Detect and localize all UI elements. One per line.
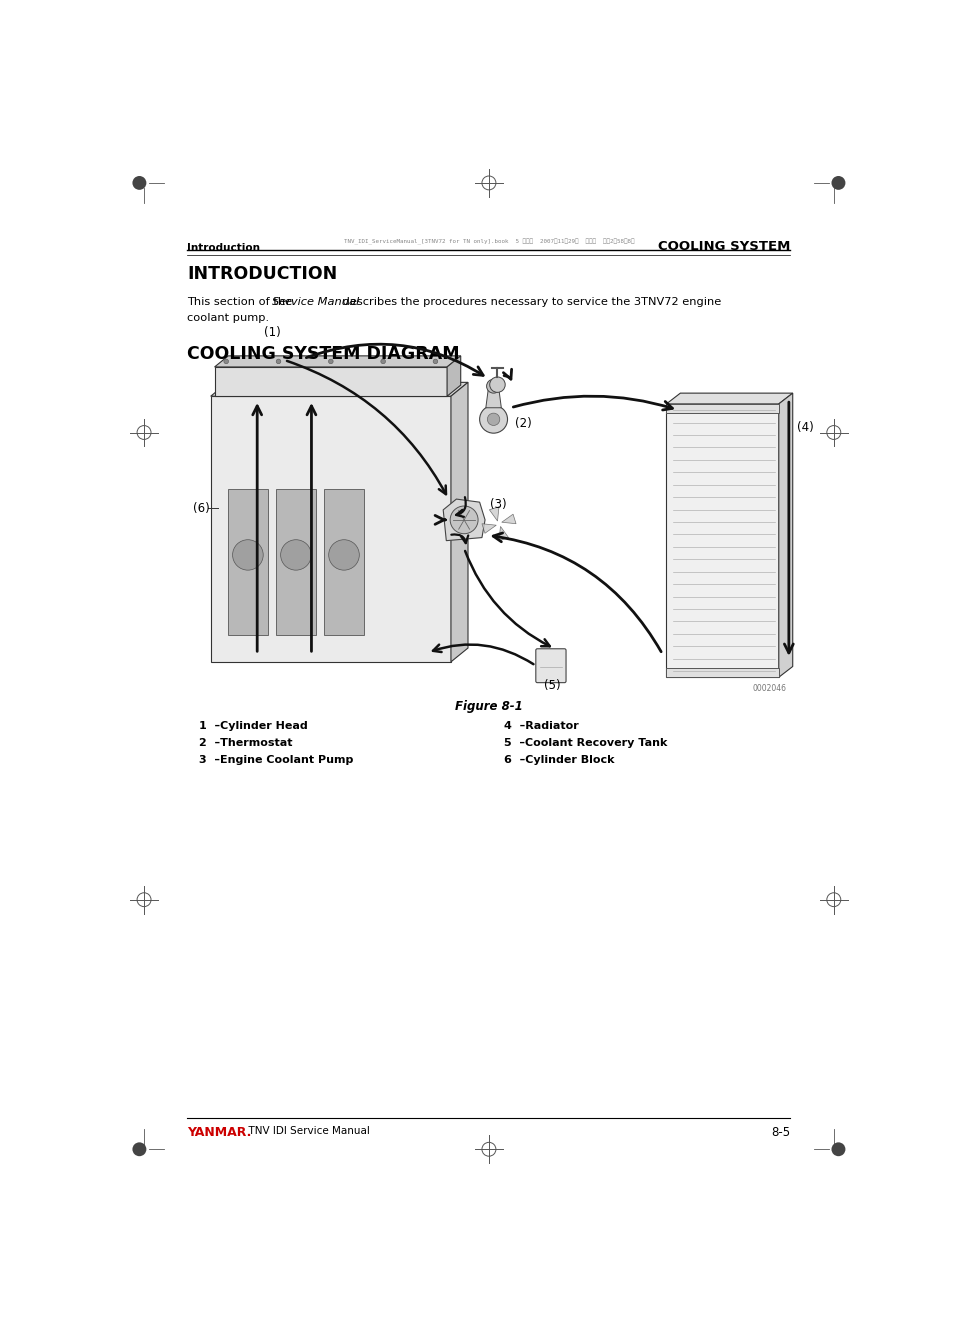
Circle shape (380, 359, 385, 364)
Text: 0002046: 0002046 (752, 683, 785, 692)
Text: This section of the: This section of the (187, 297, 295, 307)
Polygon shape (666, 404, 778, 677)
Polygon shape (228, 489, 268, 636)
Circle shape (224, 359, 229, 364)
Text: 2  –Thermostat: 2 –Thermostat (199, 739, 293, 748)
Circle shape (486, 380, 500, 393)
Polygon shape (778, 393, 792, 677)
Text: 1  –Cylinder Head: 1 –Cylinder Head (199, 721, 308, 731)
Circle shape (328, 359, 333, 364)
Circle shape (433, 359, 437, 364)
Polygon shape (214, 356, 460, 367)
Polygon shape (666, 404, 778, 413)
Circle shape (233, 539, 263, 570)
Polygon shape (211, 383, 468, 396)
Text: (1): (1) (264, 326, 281, 339)
Polygon shape (214, 367, 447, 396)
Text: (2): (2) (515, 417, 532, 430)
Polygon shape (323, 489, 364, 636)
Polygon shape (666, 667, 778, 677)
Text: Introduction: Introduction (187, 243, 260, 253)
Circle shape (450, 506, 477, 534)
Circle shape (831, 175, 844, 190)
Polygon shape (443, 499, 484, 541)
Text: TNV_IDI_ServiceManual_[3TNV72 for TN only].book  5 ページ  2007年11月29日  木曜日  午後2時58: TNV_IDI_ServiceManual_[3TNV72 for TN onl… (343, 239, 634, 244)
Polygon shape (666, 393, 792, 404)
Text: 6  –Cylinder Block: 6 –Cylinder Block (504, 754, 615, 765)
Text: coolant pump.: coolant pump. (187, 314, 270, 323)
Text: INTRODUCTION: INTRODUCTION (187, 265, 337, 282)
Text: (5): (5) (543, 679, 560, 692)
Text: Service Manual: Service Manual (272, 297, 358, 307)
Text: COOLING SYSTEM DIAGRAM: COOLING SYSTEM DIAGRAM (187, 344, 459, 363)
Text: 4  –Radiator: 4 –Radiator (504, 721, 578, 731)
Text: (4): (4) (796, 421, 813, 434)
Circle shape (831, 1142, 844, 1157)
Circle shape (489, 377, 505, 392)
Polygon shape (489, 506, 498, 521)
Polygon shape (481, 524, 496, 533)
Polygon shape (211, 396, 451, 662)
Polygon shape (447, 356, 460, 396)
Polygon shape (498, 526, 508, 541)
Text: 8-5: 8-5 (770, 1126, 790, 1140)
Text: TNV IDI Service Manual: TNV IDI Service Manual (241, 1126, 369, 1136)
Text: 5  –Coolant Recovery Tank: 5 –Coolant Recovery Tank (504, 739, 667, 748)
Circle shape (280, 539, 311, 570)
Circle shape (487, 413, 499, 426)
Text: Figure 8-1: Figure 8-1 (455, 699, 522, 712)
FancyBboxPatch shape (536, 649, 565, 683)
Text: COOLING SYSTEM: COOLING SYSTEM (658, 240, 790, 253)
Polygon shape (485, 390, 500, 408)
Circle shape (479, 405, 507, 433)
Text: (6): (6) (193, 501, 210, 514)
Text: YANMAR.: YANMAR. (187, 1126, 252, 1140)
Polygon shape (501, 514, 516, 524)
Text: 3  –Engine Coolant Pump: 3 –Engine Coolant Pump (199, 754, 353, 765)
Text: (3): (3) (489, 499, 506, 510)
Text: describes the procedures necessary to service the 3TNV72 engine: describes the procedures necessary to se… (339, 297, 720, 307)
Circle shape (276, 359, 280, 364)
Circle shape (132, 175, 146, 190)
Circle shape (329, 539, 359, 570)
Circle shape (132, 1142, 146, 1157)
Polygon shape (451, 383, 468, 662)
Polygon shape (275, 489, 315, 636)
